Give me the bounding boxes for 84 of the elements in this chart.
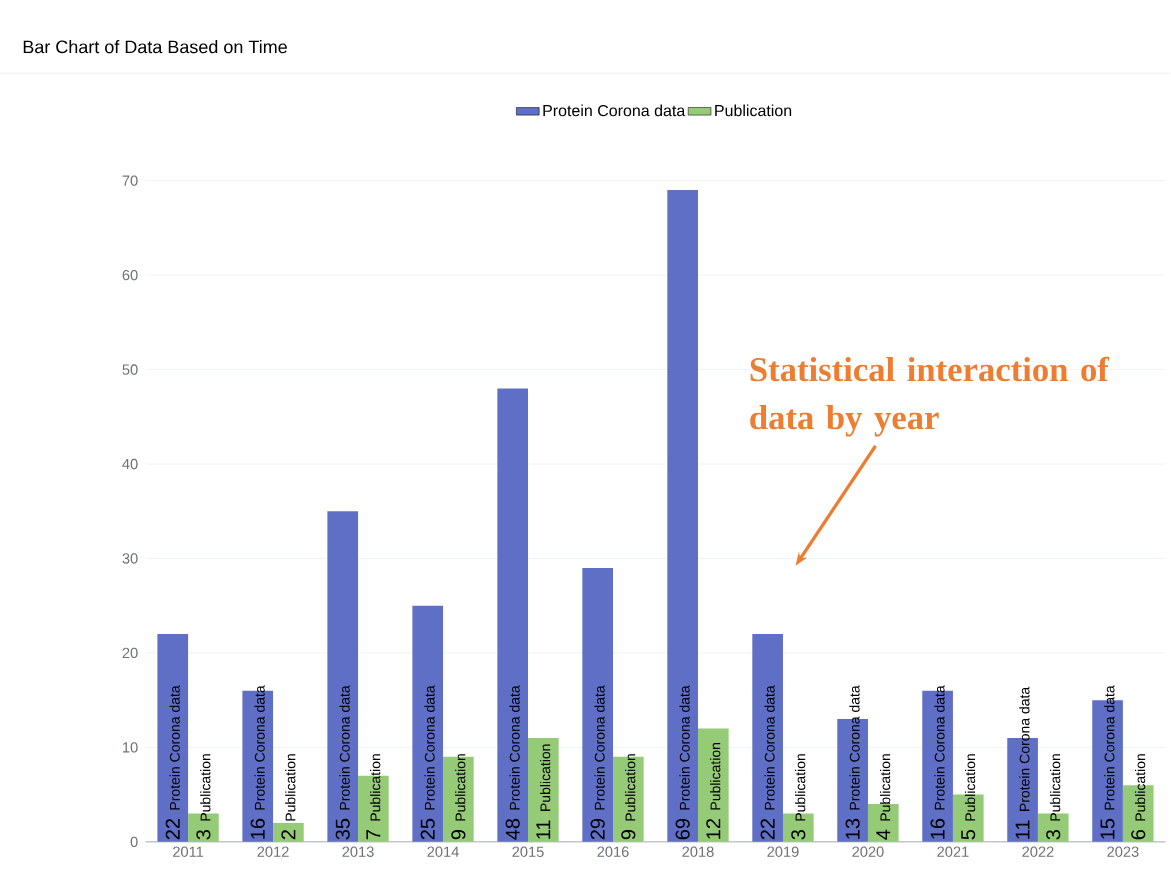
y-tick-label: 30 <box>122 553 138 564</box>
bar <box>412 605 444 842</box>
bar <box>443 756 474 842</box>
y-tick-label: 60 <box>122 269 138 281</box>
data-label: 69 <box>675 819 690 840</box>
text: Publication <box>200 754 211 821</box>
bar <box>497 388 529 842</box>
x-tick-label: 2016 <box>597 846 629 858</box>
data-label: 16 <box>930 818 945 839</box>
chart-title: Bar Chart of Data Based on Time <box>23 40 287 54</box>
text: Publication <box>625 754 636 821</box>
y-tick-label: 70 <box>122 175 138 186</box>
bar <box>157 634 189 842</box>
data-label: 5 <box>961 830 976 840</box>
x-tick-label: 2020 <box>852 846 884 858</box>
data-label: 16 <box>250 818 265 839</box>
annotation: Statistical interaction of data by year <box>750 356 1110 437</box>
x-tick-label: 2023 <box>1107 846 1139 858</box>
data-label: 25 <box>420 818 435 840</box>
text: Protein Corona data <box>849 685 860 810</box>
bar <box>528 738 559 842</box>
y-tick-label: 10 <box>123 742 138 753</box>
x-tick-label: 2012 <box>257 846 289 858</box>
legend-label: Publication <box>715 104 792 117</box>
legend-label: Protein Corona data <box>543 104 686 117</box>
data-label: 35 <box>335 818 350 840</box>
x-tick-label: 2014 <box>427 846 459 858</box>
data-label: 3 <box>791 830 806 840</box>
bar <box>667 190 698 842</box>
data-label: 9 <box>621 830 636 840</box>
data-label: 12 <box>706 819 721 839</box>
y-tick-label: 50 <box>122 364 138 375</box>
text: Protein Corona data <box>169 685 180 810</box>
data-label: 3 <box>196 830 211 840</box>
text: Publication <box>879 754 891 821</box>
x-tick-label: 2019 <box>767 846 799 858</box>
data-label: 6 <box>1131 830 1146 840</box>
data-label: 3 <box>1046 830 1061 840</box>
text: Publication <box>370 754 381 821</box>
bar <box>273 823 304 842</box>
data-label: 7 <box>366 830 381 840</box>
x-tick-label: 2015 <box>512 846 544 858</box>
bar <box>582 567 613 842</box>
data-label: 22 <box>165 819 180 840</box>
text: Publication <box>710 743 721 810</box>
text: Protein Corona data <box>764 685 775 810</box>
text: Protein Corona data <box>424 685 435 810</box>
text: Protein Corona data <box>339 685 350 810</box>
data-label: 4 <box>876 829 891 840</box>
text: Protein Corona data <box>679 685 690 810</box>
data-label: 13 <box>845 818 860 839</box>
text: Protein Corona data <box>934 685 945 810</box>
data-label: 29 <box>590 819 605 840</box>
bar <box>613 756 644 842</box>
x-tick-label: 2018 <box>682 846 714 858</box>
y-tick-label: 40 <box>122 458 138 470</box>
data-label: 48 <box>505 818 520 840</box>
data-label: 9 <box>451 830 466 840</box>
bar <box>697 728 729 842</box>
x-tick-label: 2011 <box>173 846 204 858</box>
text: Publication <box>795 754 806 821</box>
x-tick-label: 2022 <box>1022 846 1054 858</box>
data-label: 11 <box>1015 820 1030 839</box>
text: Publication <box>455 754 466 821</box>
text: Publication <box>1050 754 1061 821</box>
bar <box>327 511 359 842</box>
text: Publication <box>540 744 551 811</box>
text: Publication <box>285 754 296 821</box>
x-tick-label: 2021 <box>937 846 969 858</box>
text: Protein Corona data <box>254 685 265 810</box>
x-tick-label: 2013 <box>342 846 374 858</box>
y-tick-label: 20 <box>122 647 138 659</box>
bar <box>752 634 783 842</box>
data-label: 15 <box>1100 818 1115 839</box>
data-label: 2 <box>281 830 296 840</box>
text: Protein Corona data <box>1019 686 1030 811</box>
data-label: 11 <box>536 820 551 839</box>
data-label: 22 <box>760 819 775 840</box>
y-tick-label: 0 <box>130 836 138 848</box>
text: Publication <box>964 754 976 821</box>
text: Protein Corona data <box>594 685 605 810</box>
text: Protein Corona data <box>1104 685 1115 810</box>
text: Publication <box>1134 754 1146 821</box>
text: Protein Corona data <box>509 685 520 810</box>
